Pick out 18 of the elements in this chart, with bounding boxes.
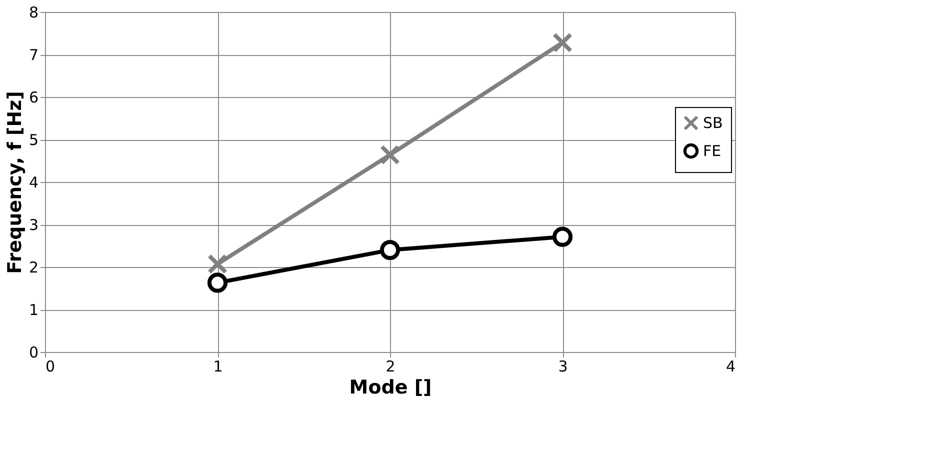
legend-label: SB bbox=[703, 114, 723, 132]
y-tick-label: 7 bbox=[28, 46, 38, 64]
y-tick-label: 6 bbox=[28, 88, 38, 106]
y-tick-label: 1 bbox=[28, 301, 38, 319]
x-tick-label: 4 bbox=[726, 358, 736, 376]
x-tick-label: 2 bbox=[386, 358, 396, 376]
legend-label: FE bbox=[703, 142, 722, 160]
y-tick-label: 3 bbox=[28, 216, 38, 234]
y-tick-label: 2 bbox=[28, 258, 38, 276]
y-axis-title: Frequency, f [Hz] bbox=[4, 91, 26, 274]
x-tick-label: 1 bbox=[213, 358, 223, 376]
x-tick-label: 3 bbox=[558, 358, 568, 376]
y-tick-label: 5 bbox=[28, 131, 38, 149]
y-tick-label: 4 bbox=[28, 174, 38, 192]
x-tick-label: 0 bbox=[46, 358, 56, 376]
y-tick-label: 0 bbox=[28, 344, 38, 362]
y-tick-label: 8 bbox=[28, 4, 38, 22]
x-axis-title: Mode [] bbox=[349, 376, 432, 398]
